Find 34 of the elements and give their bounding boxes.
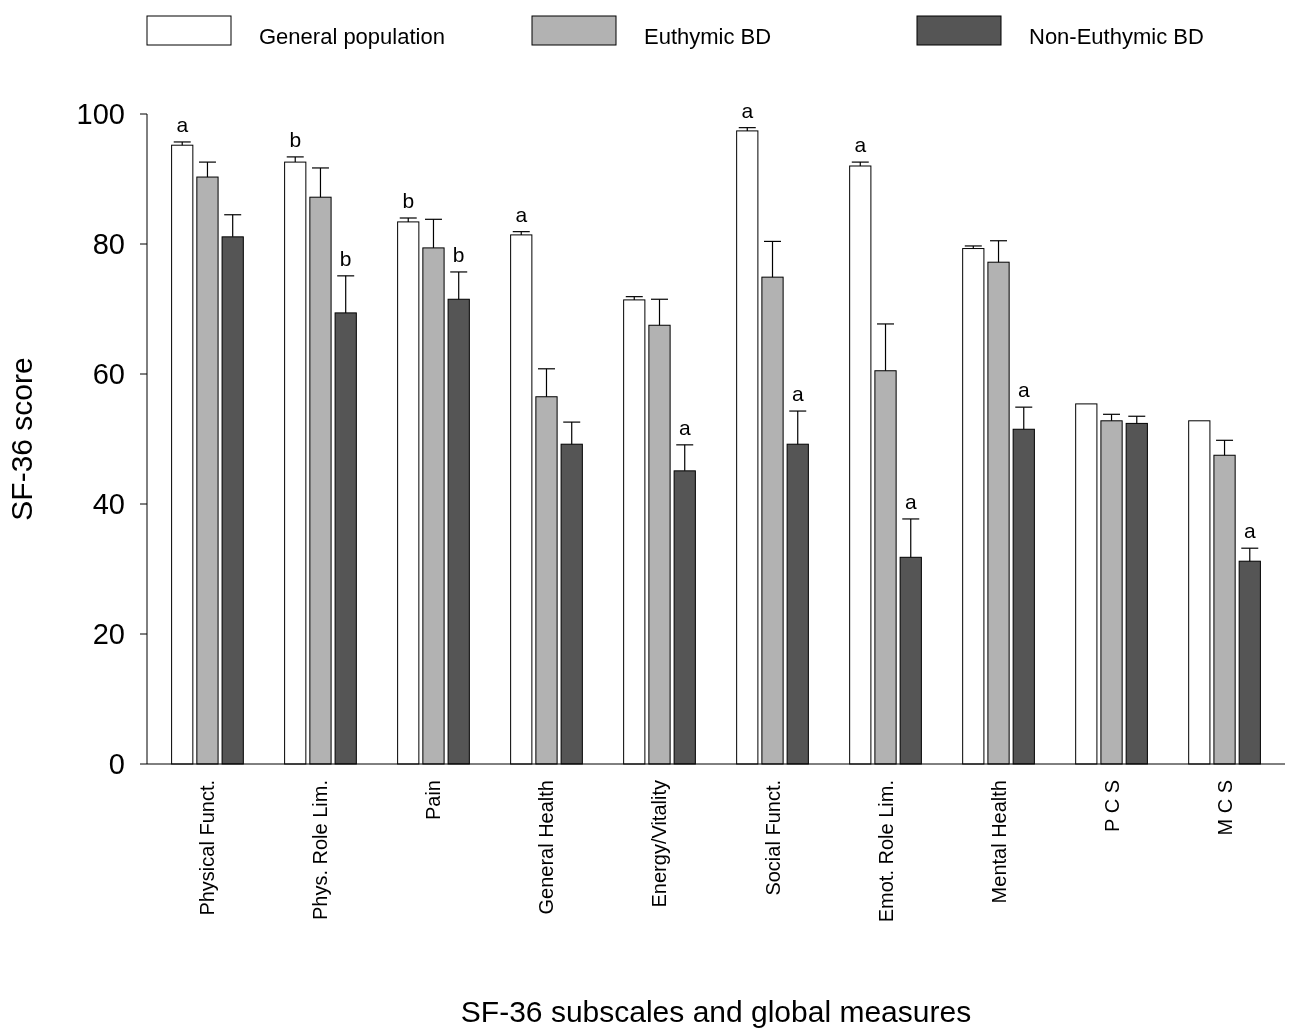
x-tick-label: Energy/Vitality — [648, 780, 671, 908]
x-axis-title: SF-36 subscales and global measures — [460, 995, 972, 1028]
data-label: a — [1243, 519, 1256, 543]
data-label: b — [289, 127, 302, 151]
data-label: a — [176, 112, 189, 136]
x-tick-label: M C S — [1213, 780, 1236, 836]
data-label: a — [515, 202, 528, 226]
y-tick-label: 100 — [76, 98, 125, 131]
legend-label: Euthymic BD — [644, 24, 772, 49]
data-label: a — [678, 415, 691, 439]
data-label: b — [402, 189, 415, 212]
x-tick-label: General Health — [535, 780, 558, 915]
data-label: b — [452, 242, 465, 266]
x-tick-label: Social Funct. — [761, 780, 784, 896]
legend-label: Non-Euthymic BD — [1029, 24, 1204, 49]
data-label: a — [791, 382, 804, 406]
x-tick-label: Mental Health — [987, 780, 1010, 904]
x-tick-label: Physical Funct. — [196, 780, 219, 916]
data-label: a — [854, 133, 867, 157]
data-label: a — [1017, 378, 1030, 402]
y-tick-label: 0 — [108, 748, 125, 781]
data-label: a — [904, 489, 917, 513]
y-tick-label: 80 — [92, 228, 125, 261]
x-tick-label: Pain — [422, 780, 445, 821]
x-tick-label: Emot. Role Lim. — [874, 780, 897, 923]
data-label: b — [339, 246, 352, 270]
data-label: a — [741, 98, 754, 122]
legend-label: General population — [259, 24, 445, 49]
y-tick-label: 60 — [92, 358, 125, 391]
x-tick-label: Phys. Role Lim. — [309, 780, 332, 921]
y-axis-title: SF-36 score — [5, 357, 38, 521]
y-tick-label: 40 — [92, 488, 125, 521]
x-tick-label: P C S — [1100, 780, 1123, 832]
y-tick-label: 20 — [92, 618, 125, 651]
